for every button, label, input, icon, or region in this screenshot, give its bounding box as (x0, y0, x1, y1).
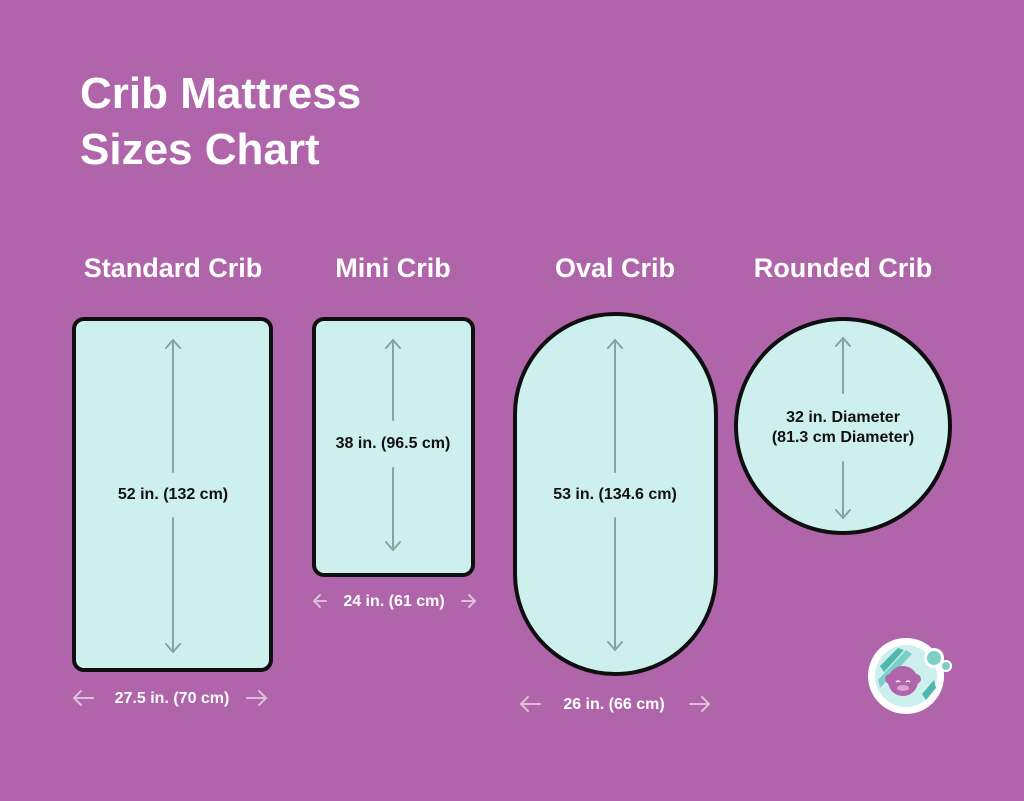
oval-length-arrow (607, 339, 623, 651)
standard-crib-label: Standard Crib (83, 253, 263, 283)
page-title: Crib Mattress Sizes Chart (80, 66, 361, 178)
mini-crib-label: Mini Crib (335, 253, 451, 283)
standard-width-arrow (73, 690, 267, 706)
standard-length-label: 52 in. (132 cm) (117, 486, 229, 503)
oval-width-label: 26 in. (66 cm) (563, 696, 665, 713)
mini-length-label: 38 in. (96.5 cm) (335, 435, 451, 452)
rounded-diameter-line-1: 32 in. Diameter (786, 409, 900, 426)
rounded-diameter-arrow (835, 337, 851, 519)
standard-width-label: 27.5 in. (70 cm) (114, 690, 230, 707)
oval-width-arrow (520, 696, 710, 712)
oval-crib-label: Oval Crib (554, 253, 676, 283)
title-line-1: Crib Mattress (80, 69, 362, 118)
oval-length-label: 53 in. (134.6 cm) (553, 486, 677, 503)
mini-length-arrow (385, 339, 401, 551)
rounded-diameter-line-2: (81.3 cm Diameter) (771, 429, 915, 446)
rounded-diameter-label: 32 in. Diameter (81.3 cm Diameter) (772, 408, 914, 448)
rounded-crib-label: Rounded Crib (753, 253, 933, 283)
title-line-2: Sizes Chart (80, 125, 320, 174)
mini-width-arrow (313, 594, 476, 608)
baby-sleeping-logo-icon (868, 638, 952, 714)
standard-length-arrow (165, 339, 181, 653)
mini-width-label: 24 in. (61 cm) (343, 593, 445, 610)
